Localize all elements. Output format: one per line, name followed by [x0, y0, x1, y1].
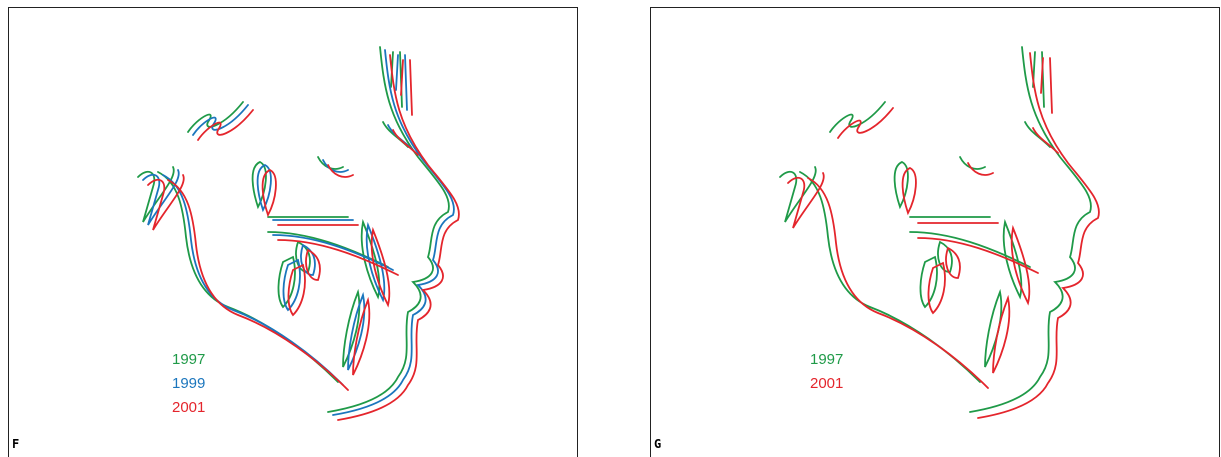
panel-frame	[9, 8, 578, 457]
panel-label: F	[12, 437, 19, 451]
panel-f: 1997 1999 2001 F	[9, 8, 578, 457]
legend-entry: 2001	[810, 375, 843, 392]
panel-label: G	[654, 437, 661, 451]
figure: 1997 1999 2001 F 1997 2001 G	[0, 0, 1221, 457]
panel-frame	[651, 8, 1220, 457]
legend-entry: 1997	[810, 351, 843, 368]
legend-entry: 1997	[172, 351, 205, 368]
legend-entry: 1999	[172, 375, 205, 392]
legend-entry: 2001	[172, 399, 205, 416]
panel-g: 1997 2001 G	[651, 8, 1220, 457]
